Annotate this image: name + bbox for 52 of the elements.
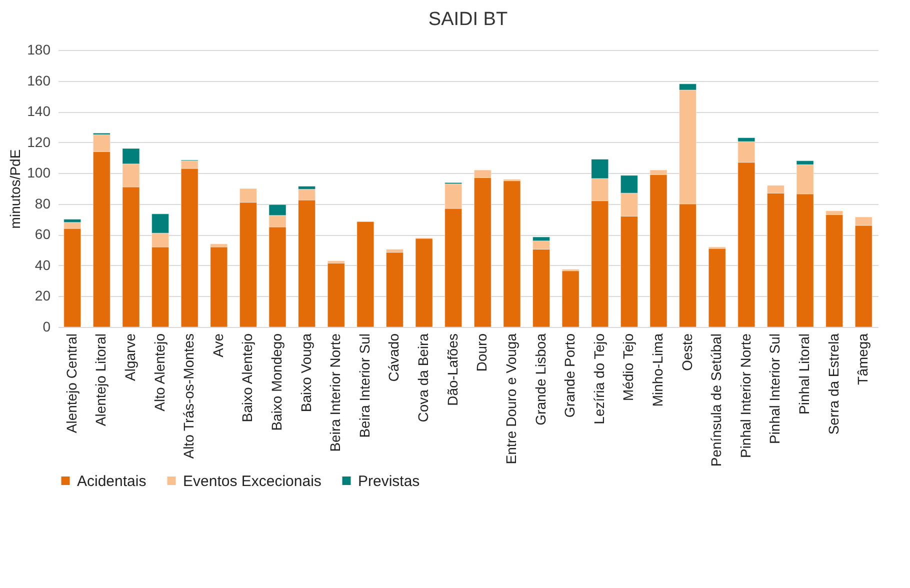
- bar: [708, 248, 726, 328]
- bar: [415, 238, 433, 328]
- legend-label: Acidentais: [77, 472, 146, 490]
- x-tick-label: Ave: [210, 333, 226, 358]
- x-tick-label: Baixo Vouga: [298, 333, 314, 412]
- y-tick-label: 20: [34, 288, 51, 304]
- x-tick-label: Entre Douro e Vouga: [502, 333, 519, 464]
- x-tick-label: Pinhal Interior Norte: [737, 333, 754, 458]
- x-tick-label: Douro: [474, 333, 490, 372]
- x-tick-label: Alto Alentejo: [151, 333, 168, 412]
- x-tick-label: Serra da Estrela: [825, 333, 842, 435]
- y-tick-label: 120: [27, 134, 51, 150]
- legend-label: Eventos Excecionais: [183, 472, 322, 490]
- legend-label: Previstas: [358, 472, 420, 490]
- bar: [356, 221, 374, 328]
- x-tick-label: Cova da Beira: [415, 333, 432, 422]
- x-tick-label: Pinhal Litoral: [796, 334, 812, 414]
- x-tick-label: Oeste: [678, 333, 695, 371]
- x-tick-label: Cávado: [386, 333, 402, 382]
- x-tick-label: Dão-Lafões: [444, 334, 460, 406]
- bar: [327, 262, 345, 328]
- x-tick-label: Península de Setúbal: [708, 334, 724, 467]
- x-tick-label: Lezíria do Tejo: [590, 333, 607, 424]
- y-tick-label: 40: [34, 256, 51, 273]
- x-tick-label: Alentejo Litoral: [92, 334, 109, 426]
- x-tick-label: Pinhal Interior Sul: [766, 334, 783, 444]
- x-tick-label: Baixo Mondego: [268, 333, 285, 431]
- y-tick-label: 80: [34, 195, 51, 212]
- bar: [503, 180, 521, 328]
- x-tick-label: Minho-Lima: [649, 333, 666, 407]
- chart-title: SAIDI BT: [428, 9, 508, 30]
- x-tick-label: Alentejo Central: [63, 334, 80, 434]
- x-tick-label: Beira Interior Sul: [356, 334, 372, 438]
- x-tick-label: Alto Trás-os-Montes: [180, 334, 197, 459]
- x-tick-label: Médio Tejo: [620, 333, 636, 401]
- bar: [826, 214, 844, 328]
- bar: [386, 252, 404, 328]
- y-tick-label: 100: [27, 164, 51, 181]
- y-tick-label: 180: [27, 42, 51, 58]
- y-tick-label: 140: [27, 103, 51, 120]
- x-tick-label: Algarve: [122, 333, 138, 381]
- x-tick-label: Grande Porto: [562, 333, 578, 418]
- y-tick-label: 60: [34, 226, 51, 242]
- x-tick-label: Baixo Alentejo: [239, 333, 256, 422]
- y-tick-label: 0: [42, 318, 51, 334]
- y-axis-title: minutos/PdE: [7, 149, 24, 229]
- bar: [210, 246, 228, 328]
- x-tick-label: Tâmega: [854, 333, 871, 385]
- bar: [562, 270, 580, 328]
- x-tick-label: Grande Lisboa: [532, 333, 548, 426]
- x-tick-label: Beira Interior Norte: [327, 333, 344, 452]
- y-tick-label: 160: [27, 72, 51, 88]
